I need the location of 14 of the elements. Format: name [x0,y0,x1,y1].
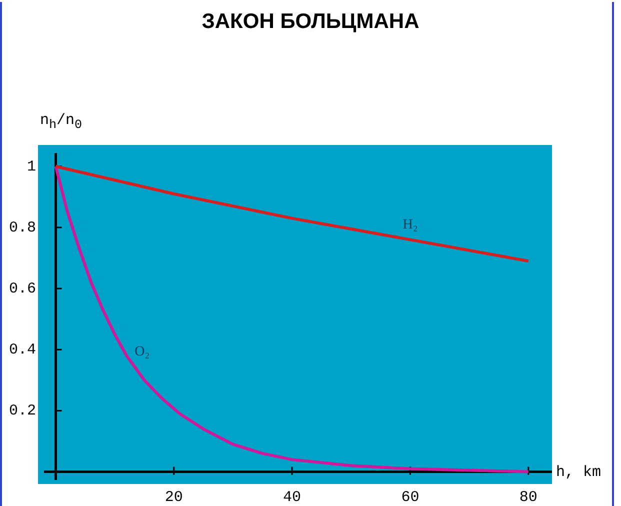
x-tick-label: 20 [164,488,183,506]
chart-title: ЗАКОН БОЛЬЦМАНА [200,10,420,34]
y-axis-title: n$_{h}$/n$_{0}$ [40,112,82,132]
y-tick-label: 0.6 [8,280,36,298]
series-label: O₂ [134,344,150,360]
y-tick-label: 0.2 [8,402,36,420]
x-tick-label: 40 [283,488,302,506]
x-axis-title: h, km [556,464,602,481]
x-tick-label: 60 [401,488,420,506]
y-tick-label: 0.4 [8,342,36,359]
series-label: H₂ [402,217,418,232]
y-tick-label: 1 [26,158,36,176]
y-tick-label: 0.8 [8,219,36,236]
x-tick-label: 80 [519,488,538,506]
